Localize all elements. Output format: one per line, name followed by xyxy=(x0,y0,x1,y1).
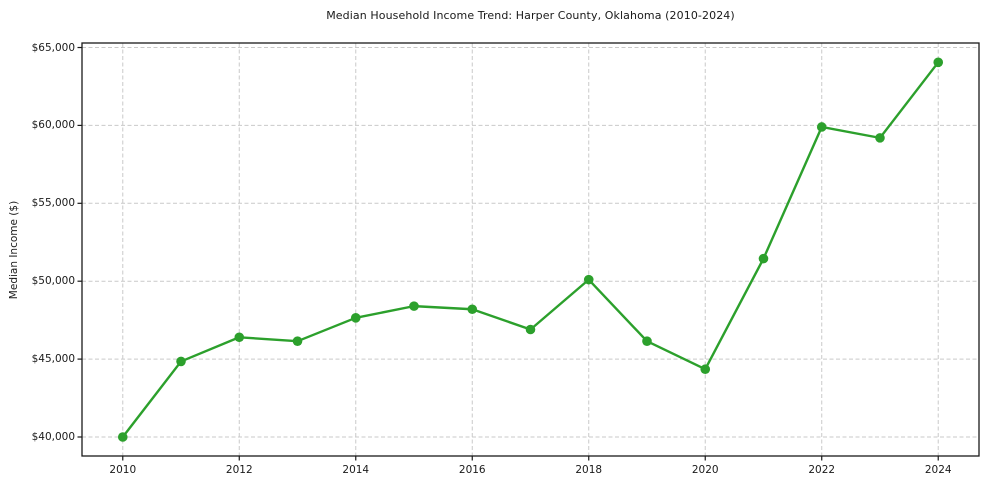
data-point-2023 xyxy=(875,133,885,143)
data-point-2010 xyxy=(117,432,128,442)
data-point-2015 xyxy=(409,301,419,311)
plot-border xyxy=(81,42,980,457)
data-point-2022 xyxy=(816,122,827,132)
income-trend-line xyxy=(121,61,940,439)
data-point-2020 xyxy=(700,364,711,375)
data-point-2018 xyxy=(583,274,594,285)
chart-title: Median Household Income Trend: Harper Co… xyxy=(326,9,735,22)
data-point-2012 xyxy=(234,332,245,343)
data-point-2024 xyxy=(933,57,944,68)
data-point-2013 xyxy=(292,336,303,346)
data-point-2019 xyxy=(642,336,652,346)
data-point-2017 xyxy=(525,324,536,335)
data-point-2016 xyxy=(467,304,478,315)
data-point-2011 xyxy=(176,356,186,367)
data-point-2021 xyxy=(758,253,769,264)
data-point-2014 xyxy=(350,313,361,323)
